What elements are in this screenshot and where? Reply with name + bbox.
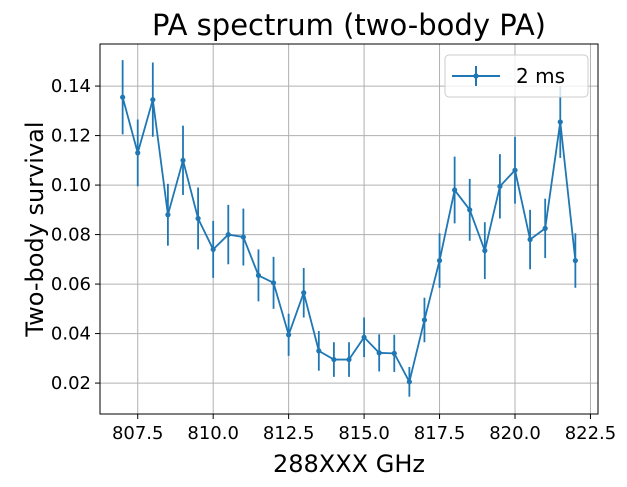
data-point <box>436 257 443 264</box>
data-point <box>210 246 216 253</box>
data-point <box>240 234 246 240</box>
legend-label: 2 ms <box>516 64 565 88</box>
data-point <box>452 187 458 193</box>
data-point <box>270 280 277 286</box>
x-tick-label: 807.5 <box>112 423 164 444</box>
data-point <box>572 257 578 264</box>
data-point <box>557 119 563 125</box>
data-point <box>376 350 382 356</box>
data-point <box>467 207 473 213</box>
data-point <box>195 215 201 222</box>
x-tick-label: 810.0 <box>187 423 239 444</box>
data-point <box>180 157 186 163</box>
y-tick-label: 0.02 <box>51 373 91 394</box>
data-point <box>527 236 533 243</box>
data-point <box>361 334 367 340</box>
data-point <box>497 183 503 189</box>
y-tick-label: 0.04 <box>51 324 91 345</box>
y-tick-label: 0.12 <box>51 126 91 147</box>
legend-marker <box>473 73 479 79</box>
legend: 2 ms <box>444 54 589 98</box>
data-point <box>165 212 171 218</box>
data-point <box>150 97 156 103</box>
y-axis: 0.02 0.04 0.06 0.08 0.10 0.12 0.14 <box>51 76 100 394</box>
data-point <box>120 94 126 100</box>
data-point <box>512 167 518 173</box>
data-point <box>482 248 488 254</box>
x-tick-label: 815.0 <box>338 423 390 444</box>
x-tick-label: 817.5 <box>414 423 466 444</box>
x-tick-label: 812.5 <box>263 423 315 444</box>
data-point <box>316 348 322 354</box>
data-point <box>286 332 292 338</box>
y-tick-label: 0.06 <box>51 274 91 295</box>
series-layer <box>120 60 578 397</box>
data-point <box>135 150 141 156</box>
y-tick-label: 0.10 <box>51 175 91 196</box>
data-point <box>225 231 231 238</box>
data-point <box>391 350 397 356</box>
legend-box <box>444 54 589 98</box>
data-point <box>331 356 337 363</box>
y-tick-label: 0.14 <box>51 76 91 97</box>
data-point <box>542 225 548 231</box>
data-point <box>301 290 307 296</box>
y-axis-label: Two-body survival <box>21 121 49 337</box>
data-point <box>421 317 428 323</box>
data-point <box>255 272 262 279</box>
x-tick-label: 822.5 <box>565 423 617 444</box>
data-point <box>406 379 412 385</box>
chart-title: PA spectrum (two-body PA) <box>152 8 546 42</box>
x-tick-label: 820.0 <box>489 423 541 444</box>
x-axis: 807.5 810.0 812.5 815.0 817.5 820.0 822.5 <box>112 414 616 444</box>
y-tick-label: 0.08 <box>51 225 91 246</box>
data-point <box>346 356 352 363</box>
series-line <box>121 96 577 383</box>
x-axis-label: 288XXX GHz <box>273 450 425 478</box>
plot-frame <box>99 43 599 415</box>
